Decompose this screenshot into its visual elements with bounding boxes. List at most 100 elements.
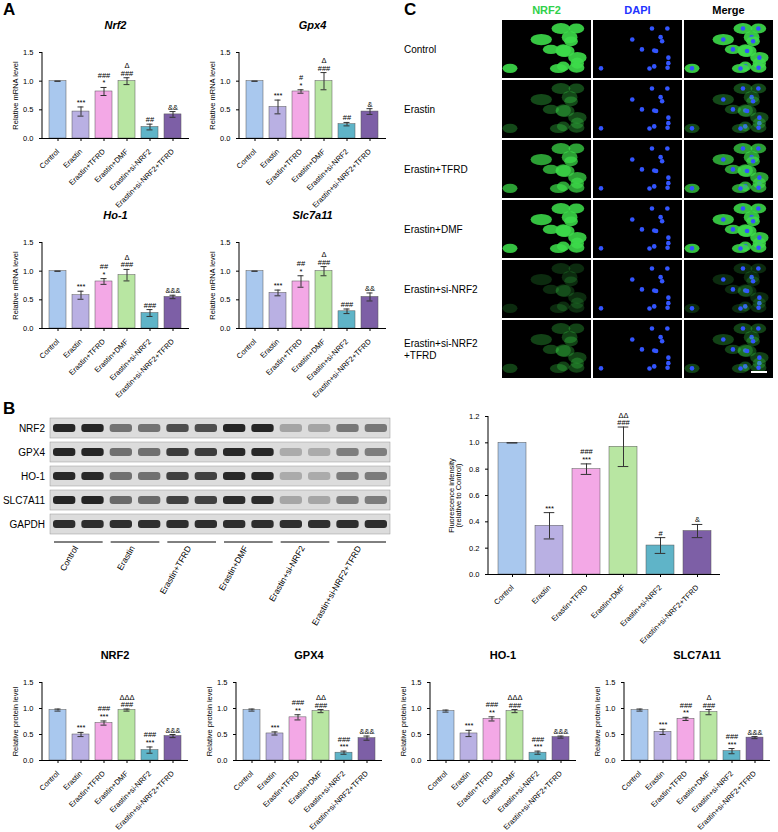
svg-text:Erastin+si-NRF2+TFRD: Erastin+si-NRF2+TFRD (113, 147, 176, 210)
svg-text:#: # (658, 529, 663, 538)
svg-text:0.5: 0.5 (217, 730, 227, 739)
svg-text:###***: ###*** (726, 732, 739, 749)
svg-text:&&&: &&& (553, 727, 568, 736)
svg-text:Control: Control (404, 44, 436, 55)
svg-text:##*: ##* (100, 262, 109, 279)
svg-text:0.0: 0.0 (411, 756, 421, 765)
svg-text:0.6: 0.6 (469, 491, 479, 500)
svg-text:Erastin+TFRD: Erastin+TFRD (404, 164, 468, 175)
svg-text:&&: && (365, 284, 375, 293)
svg-text:0.0: 0.0 (217, 756, 227, 765)
svg-text:0.5: 0.5 (220, 105, 230, 114)
svg-text:***: *** (465, 721, 474, 730)
svg-text:###: ### (144, 301, 157, 310)
svg-text:Relative protein level: Relative protein level (593, 686, 602, 756)
svg-text:0.0: 0.0 (220, 324, 230, 333)
svg-text:0.2: 0.2 (469, 544, 479, 553)
svg-text:DAPI: DAPI (624, 4, 650, 16)
svg-text:###*: ###* (98, 71, 111, 88)
svg-text:Erastin+si-NRF2: Erastin+si-NRF2 (404, 284, 478, 295)
svg-text:Erastin+si-NRF2: Erastin+si-NRF2 (404, 338, 478, 349)
svg-text:&: & (367, 100, 372, 109)
svg-text:Control: Control (38, 337, 62, 361)
svg-text:Erastin+DMF: Erastin+DMF (216, 544, 250, 592)
svg-text:Δ###: Δ### (121, 253, 134, 269)
svg-text:***: *** (271, 723, 280, 732)
svg-text:Erastin+TFRD: Erastin+TFRD (158, 544, 194, 596)
svg-text:Control: Control (235, 147, 259, 171)
svg-text:1.5: 1.5 (23, 238, 33, 247)
svg-text:1.0: 1.0 (411, 704, 421, 713)
svg-text:***: *** (659, 720, 668, 729)
svg-text:&&: && (168, 103, 178, 112)
svg-text:GAPDH: GAPDH (9, 519, 45, 530)
svg-text:1.0: 1.0 (469, 438, 479, 447)
svg-text:Control: Control (38, 769, 62, 793)
svg-text:Merge: Merge (712, 4, 744, 16)
svg-text:ΔΔ###: ΔΔ### (617, 411, 630, 428)
svg-text:Erastin+si-NRF2+TFRD: Erastin+si-NRF2+TFRD (310, 544, 364, 627)
svg-text:&&&: &&& (165, 286, 180, 295)
svg-text:***: *** (274, 91, 283, 100)
svg-text:Control: Control (38, 147, 62, 171)
svg-text:1.0: 1.0 (217, 704, 227, 713)
svg-text:NRF2: NRF2 (19, 423, 46, 434)
svg-text:HO-1: HO-1 (21, 471, 45, 482)
svg-text:0.0: 0.0 (23, 756, 33, 765)
svg-text:Erastin+si-NRF2+TFRD: Erastin+si-NRF2+TFRD (501, 769, 564, 832)
svg-text:***: *** (545, 504, 554, 513)
svg-text:###***: ###*** (532, 735, 545, 752)
svg-text:***: *** (77, 723, 86, 732)
svg-text:Control: Control (232, 769, 256, 793)
svg-text:ΔΔΔ###: ΔΔΔ### (507, 693, 522, 710)
svg-text:Erastin: Erastin (404, 104, 435, 115)
svg-text:***: *** (77, 282, 86, 291)
svg-text:1.0: 1.0 (23, 77, 33, 86)
svg-text:Relative mRNA level: Relative mRNA level (208, 251, 217, 320)
svg-text:Relative mRNA level: Relative mRNA level (11, 61, 20, 130)
svg-text:0.0: 0.0 (469, 570, 479, 579)
svg-text:##: ## (343, 113, 352, 122)
svg-text:Δ###: Δ### (318, 56, 331, 73)
svg-text:1.5: 1.5 (220, 48, 230, 57)
svg-text:1.5: 1.5 (411, 678, 421, 687)
svg-text:###***: ###*** (144, 730, 157, 747)
svg-text:Control: Control (620, 769, 644, 793)
svg-text:Relative mRNA level: Relative mRNA level (208, 61, 217, 130)
svg-text:Δ###: Δ### (318, 250, 331, 267)
svg-text:###**: ###** (486, 700, 499, 717)
svg-text:1.5: 1.5 (605, 678, 615, 687)
svg-text:Erastin+DMF: Erastin+DMF (589, 583, 627, 621)
svg-text:0.5: 0.5 (23, 295, 33, 304)
svg-text:0.0: 0.0 (605, 756, 615, 765)
svg-text:Relative mRNA level: Relative mRNA level (11, 251, 20, 320)
svg-text:Erastin+si-NRF2: Erastin+si-NRF2 (267, 544, 307, 603)
svg-text:##: ## (146, 115, 155, 124)
svg-text:Erastin+si-NRF2+TFRD: Erastin+si-NRF2+TFRD (113, 337, 176, 400)
svg-text:0.5: 0.5 (23, 730, 33, 739)
svg-text:0.5: 0.5 (23, 105, 33, 114)
svg-text:1.0: 1.0 (23, 704, 33, 713)
svg-text:Erastin+TFRD: Erastin+TFRD (550, 583, 591, 624)
svg-text:###**: ###** (292, 698, 305, 715)
svg-text:Control: Control (492, 583, 516, 607)
svg-text:&&&: &&& (359, 727, 374, 736)
svg-text:SLC7A11: SLC7A11 (3, 495, 46, 506)
svg-text:0.0: 0.0 (23, 324, 33, 333)
svg-text:#*: #* (299, 73, 304, 90)
svg-text:###: ### (341, 300, 354, 309)
svg-text:Control: Control (58, 544, 80, 573)
svg-text:Erastin+DMF: Erastin+DMF (404, 224, 463, 235)
svg-text:###***: ###*** (98, 704, 111, 721)
svg-text:1.5: 1.5 (23, 48, 33, 57)
svg-text:Δ###: Δ### (703, 693, 716, 710)
svg-text:1.2: 1.2 (469, 412, 479, 421)
svg-text:1.0: 1.0 (220, 267, 230, 276)
svg-text:Control: Control (235, 337, 259, 361)
svg-text:+TFRD: +TFRD (404, 350, 437, 361)
svg-text:0.5: 0.5 (411, 730, 421, 739)
svg-text:ΔΔΔ###: ΔΔΔ### (119, 693, 134, 710)
svg-text:1.5: 1.5 (23, 678, 33, 687)
svg-text:Relative protein level: Relative protein level (399, 686, 408, 756)
svg-text:1.5: 1.5 (220, 238, 230, 247)
